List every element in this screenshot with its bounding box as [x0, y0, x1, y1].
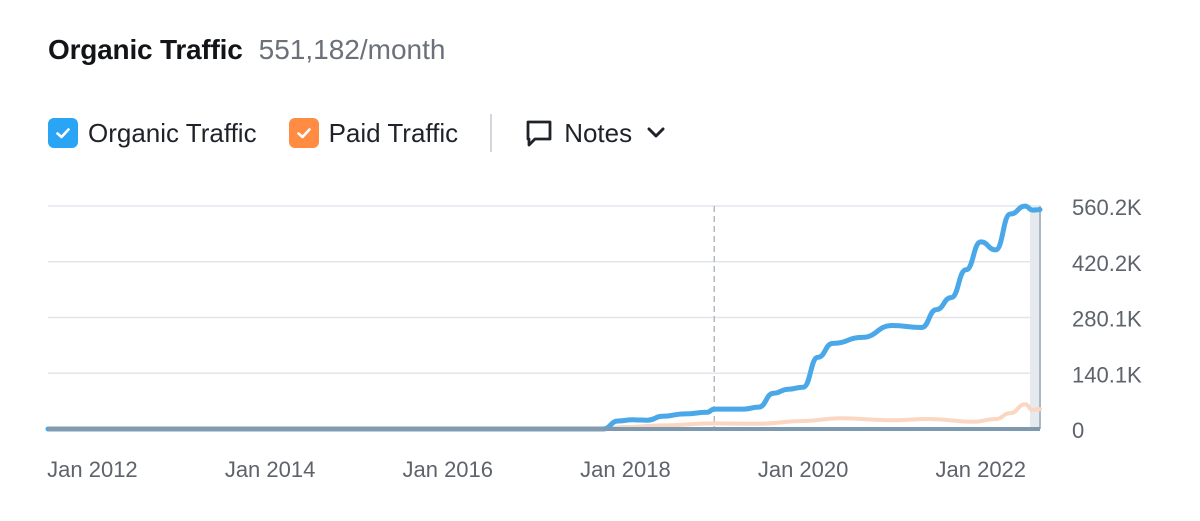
y-tick-label: 280.1K [1072, 307, 1142, 332]
traffic-chart: 0 140.1K 280.1K 420.2K 560.2K Jan 2012 Jan 201… [45, 195, 1142, 482]
x-tick-label: Jan 2022 [936, 457, 1027, 482]
y-tick-label: 420.2K [1072, 251, 1142, 276]
check-icon [56, 128, 70, 139]
x-tick-label: Jan 2016 [402, 457, 493, 482]
chart-title: Organic Traffic [48, 34, 243, 65]
legend-item-paid[interactable]: Paid Traffic [288, 117, 459, 149]
chart-header: Organic Traffic 551,182/month [48, 34, 445, 66]
x-tick-label: Jan 2020 [758, 457, 849, 482]
legend-label-organic: Organic Traffic [88, 117, 257, 148]
legend-label-paid: Paid Traffic [328, 117, 459, 148]
x-tick-label: Jan 2018 [580, 457, 671, 482]
notes-label: Notes [564, 117, 633, 148]
y-tick-label: 140.1K [1072, 362, 1142, 387]
traffic-value: 551,182/month [258, 34, 446, 65]
organic-checkbox[interactable] [48, 118, 78, 148]
chevron-down-icon [647, 127, 665, 138]
legend: Organic Traffic Paid Traffic Notes [48, 114, 666, 152]
x-tick-label: Jan 2014 [225, 457, 316, 482]
current-period-band [1030, 206, 1040, 429]
y-tick-label: 0 [1072, 418, 1084, 443]
series-line-paid [46, 402, 1042, 432]
speech-bubble-icon [526, 120, 552, 147]
y-tick-label: 560.2K [1072, 195, 1142, 220]
check-icon [296, 128, 311, 139]
series-line-organic [45, 203, 1043, 432]
legend-divider [490, 114, 493, 152]
legend-item-organic[interactable]: Organic Traffic [48, 118, 257, 149]
paid-checkbox[interactable] [288, 118, 319, 148]
notes-dropdown[interactable]: Notes [524, 118, 666, 149]
x-tick-label: Jan 2012 [47, 457, 138, 482]
